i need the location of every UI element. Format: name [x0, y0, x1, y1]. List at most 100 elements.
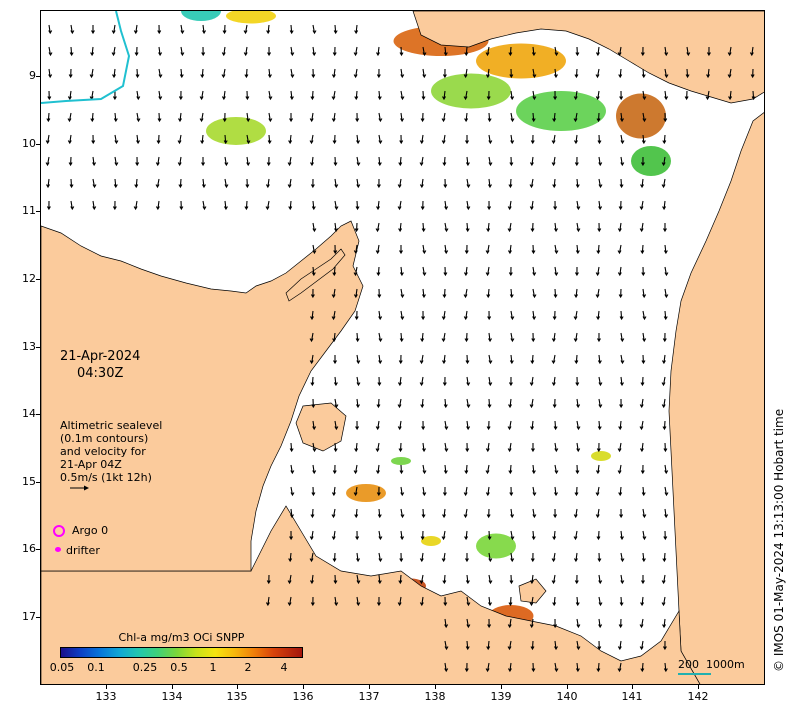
- velocity-arrow: [466, 420, 471, 431]
- velocity-arrow: [532, 508, 537, 519]
- velocity-arrow: [598, 398, 603, 409]
- velocity-arrow: [177, 156, 182, 167]
- lat-tick-mark: [36, 482, 40, 483]
- velocity-arrow: [444, 244, 449, 255]
- chlorophyll-patch: [476, 43, 566, 79]
- velocity-arrow: [112, 200, 117, 211]
- velocity-arrow: [354, 508, 359, 519]
- velocity-arrow: [246, 134, 251, 145]
- velocity-arrow: [378, 310, 383, 321]
- velocity-arrow: [399, 46, 404, 57]
- velocity-arrow: [376, 68, 381, 79]
- velocity-arrow: [48, 24, 53, 35]
- velocity-arrow: [553, 508, 558, 519]
- velocity-arrow: [554, 222, 559, 233]
- velocity-arrow: [334, 596, 339, 607]
- velocity-arrow: [376, 596, 381, 607]
- velocity-arrow: [420, 332, 425, 343]
- velocity-arrow: [662, 420, 667, 431]
- velocity-arrow: [485, 46, 490, 57]
- velocity-arrow: [663, 310, 668, 321]
- velocity-arrow: [266, 574, 271, 585]
- velocity-arrow: [553, 200, 558, 211]
- velocity-arrow: [551, 134, 556, 145]
- velocity-arrow: [288, 134, 293, 145]
- lat-tick-label: 13: [22, 340, 36, 353]
- velocity-arrow: [466, 596, 471, 607]
- velocity-arrow: [69, 46, 74, 57]
- velocity-arrow: [552, 112, 557, 123]
- velocity-arrow: [619, 596, 624, 607]
- velocity-arrow: [508, 464, 513, 475]
- velocity-arrow: [354, 24, 359, 35]
- velocity-arrow: [488, 596, 492, 607]
- velocity-arrow: [531, 112, 536, 123]
- velocity-arrow: [598, 178, 603, 189]
- velocity-arrow: [488, 178, 492, 189]
- velocity-arrow: [332, 46, 337, 57]
- velocity-arrow: [531, 464, 536, 475]
- lon-tick-mark: [501, 685, 502, 689]
- velocity-arrow: [135, 156, 140, 167]
- lon-tick-mark: [106, 685, 107, 689]
- land-cape-york: [668, 112, 764, 684]
- velocity-arrow: [311, 398, 316, 409]
- velocity-arrow: [485, 464, 490, 475]
- velocity-arrow: [596, 310, 601, 321]
- velocity-arrow: [530, 222, 535, 233]
- velocity-arrow: [397, 178, 402, 189]
- velocity-arrow: [575, 464, 580, 475]
- velocity-arrow: [553, 90, 558, 101]
- velocity-arrow: [684, 90, 689, 101]
- velocity-arrow: [554, 486, 558, 497]
- velocity-arrow: [444, 640, 449, 651]
- velocity-arrow: [333, 376, 338, 387]
- chlorophyll-patch: [421, 536, 441, 546]
- velocity-arrow: [155, 178, 160, 189]
- lat-tick-mark: [36, 144, 40, 145]
- land-gulf-south: [41, 505, 701, 684]
- velocity-arrow: [510, 112, 515, 123]
- velocity-arrow: [312, 442, 317, 453]
- velocity-arrow: [618, 486, 623, 497]
- chlorophyll-patch: [631, 146, 671, 176]
- velocity-arrow: [662, 134, 667, 145]
- velocity-arrow: [289, 442, 294, 453]
- velocity-arrow: [377, 90, 382, 101]
- velocity-arrow: [595, 508, 600, 519]
- velocity-arrow: [180, 24, 185, 35]
- velocity-arrow: [400, 288, 405, 299]
- velocity-arrow: [597, 552, 602, 563]
- lat-tick-mark: [36, 211, 40, 212]
- velocity-arrow: [312, 46, 317, 57]
- velocity-arrow: [136, 134, 141, 145]
- velocity-arrow: [353, 266, 358, 277]
- velocity-arrow: [441, 134, 446, 145]
- velocity-arrow: [618, 288, 623, 299]
- velocity-arrow: [224, 156, 229, 167]
- velocity-arrow: [443, 178, 448, 189]
- velocity-arrow: [486, 640, 491, 651]
- velocity-arrow: [639, 398, 644, 409]
- velocity-arrow: [158, 68, 163, 79]
- velocity-arrow: [224, 178, 229, 189]
- land-arnhem-land: [41, 220, 364, 572]
- velocity-arrow: [178, 178, 183, 189]
- velocity-arrow: [331, 486, 336, 497]
- velocity-arrow: [529, 398, 534, 409]
- velocity-arrow: [202, 24, 207, 35]
- velocity-arrow: [574, 68, 579, 79]
- velocity-arrow: [155, 200, 160, 211]
- velocity-arrow: [553, 618, 558, 629]
- velocity-arrow: [399, 332, 404, 343]
- lat-tick-label: 15: [22, 475, 36, 488]
- velocity-arrow: [554, 68, 558, 79]
- legend-argo-label: Argo 0: [72, 524, 109, 537]
- velocity-arrow: [554, 266, 559, 277]
- velocity-arrow: [421, 508, 426, 519]
- velocity-arrow: [554, 640, 558, 651]
- velocity-arrow: [443, 46, 448, 57]
- velocity-arrow: [640, 46, 645, 57]
- velocity-arrow: [442, 68, 447, 79]
- velocity-arrow: [223, 134, 228, 145]
